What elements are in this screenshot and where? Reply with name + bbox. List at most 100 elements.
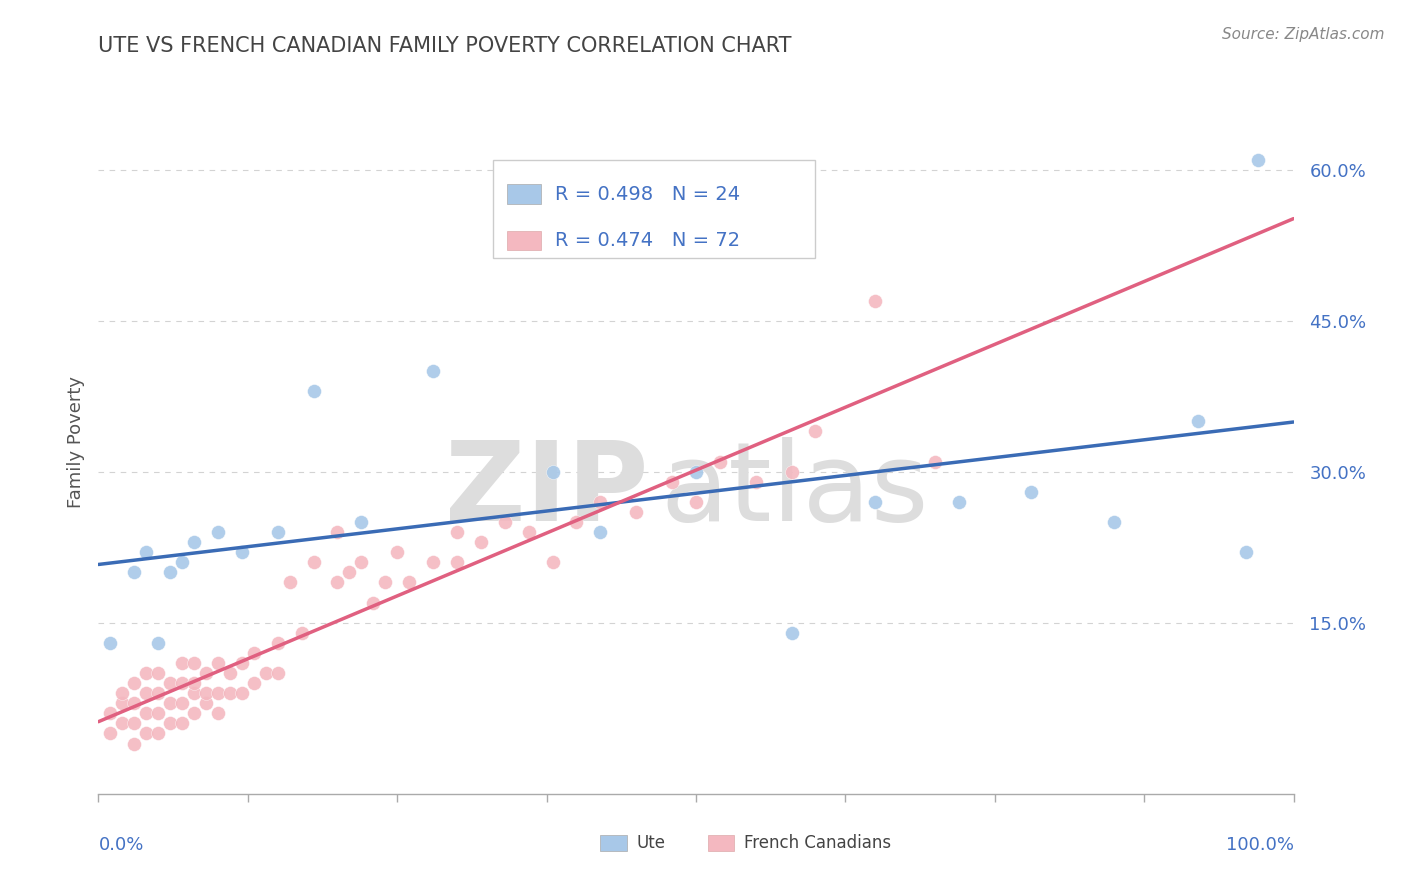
Point (98, 636, 122, 650)
Point (111, 716, 134, 731)
Point (804, 425, 827, 439)
Point (865, 495, 887, 509)
Point (254, 666, 277, 681)
Point (948, 495, 970, 509)
Point (302, 555, 325, 569)
Point (626, 505, 648, 519)
Point (135, 686, 157, 700)
Point (661, 475, 683, 489)
Point (219, 686, 242, 700)
Point (111, 696, 134, 710)
FancyBboxPatch shape (709, 836, 734, 851)
Point (231, 656, 253, 670)
Point (172, 696, 194, 710)
Point (1247, 153, 1270, 167)
Point (183, 686, 205, 700)
Point (350, 555, 373, 569)
Text: ZIP: ZIP (444, 437, 648, 544)
Point (541, 465, 564, 479)
Point (124, 737, 146, 751)
FancyBboxPatch shape (494, 160, 815, 259)
Point (172, 555, 194, 569)
Point (494, 515, 516, 529)
Point (780, 625, 803, 640)
Point (195, 666, 218, 681)
Point (183, 676, 205, 690)
Point (267, 666, 290, 681)
Text: UTE VS FRENCH CANADIAN FAMILY POVERTY CORRELATION CHART: UTE VS FRENCH CANADIAN FAMILY POVERTY CO… (98, 36, 792, 55)
Point (195, 686, 218, 700)
Point (207, 706, 229, 721)
Text: 100.0%: 100.0% (1226, 836, 1294, 855)
Point (159, 696, 181, 710)
Point (385, 545, 409, 559)
Point (195, 696, 218, 710)
Point (111, 686, 134, 700)
Point (267, 525, 290, 540)
Point (172, 656, 194, 670)
Point (326, 525, 349, 540)
Point (124, 716, 146, 731)
Text: 0.0%: 0.0% (98, 836, 143, 855)
Point (231, 686, 253, 700)
Point (124, 696, 146, 710)
Point (183, 656, 205, 670)
Point (159, 716, 181, 731)
Point (745, 475, 768, 489)
Point (135, 666, 157, 681)
Point (1019, 484, 1042, 499)
Y-axis label: Family Poverty: Family Poverty (66, 376, 84, 508)
Text: Source: ZipAtlas.com: Source: ZipAtlas.com (1222, 27, 1385, 42)
Point (1187, 414, 1209, 428)
Point (302, 384, 325, 399)
Point (172, 676, 194, 690)
Text: Ute: Ute (637, 834, 665, 852)
Point (398, 575, 420, 590)
Point (135, 726, 157, 740)
Point (709, 455, 731, 469)
Point (422, 555, 444, 569)
Point (339, 566, 361, 580)
Point (363, 596, 385, 610)
Point (565, 515, 588, 529)
Point (350, 515, 373, 529)
FancyBboxPatch shape (508, 231, 541, 251)
Point (589, 525, 612, 540)
Point (541, 555, 564, 569)
Point (685, 495, 707, 509)
Point (124, 676, 146, 690)
Point (422, 364, 444, 378)
Point (374, 575, 396, 590)
Point (148, 636, 170, 650)
Point (148, 666, 170, 681)
Point (183, 706, 205, 721)
Point (172, 716, 194, 731)
Point (243, 676, 266, 690)
FancyBboxPatch shape (508, 185, 541, 204)
Point (924, 455, 946, 469)
Point (135, 706, 157, 721)
Point (1104, 515, 1126, 529)
Point (446, 555, 468, 569)
Point (589, 495, 612, 509)
Point (148, 706, 170, 721)
Point (148, 726, 170, 740)
Point (470, 535, 492, 549)
Point (124, 566, 146, 580)
Point (159, 566, 181, 580)
Point (278, 575, 301, 590)
Point (326, 575, 349, 590)
Point (517, 525, 540, 540)
Point (98, 726, 122, 740)
Text: R = 0.498   N = 24: R = 0.498 N = 24 (555, 185, 740, 203)
Point (207, 656, 229, 670)
Point (267, 636, 290, 650)
Point (135, 545, 157, 559)
Point (207, 686, 229, 700)
Text: French Canadians: French Canadians (744, 834, 891, 852)
Point (291, 625, 314, 640)
Text: R = 0.474   N = 72: R = 0.474 N = 72 (555, 231, 740, 250)
Point (207, 525, 229, 540)
Point (98, 706, 122, 721)
Point (183, 535, 205, 549)
